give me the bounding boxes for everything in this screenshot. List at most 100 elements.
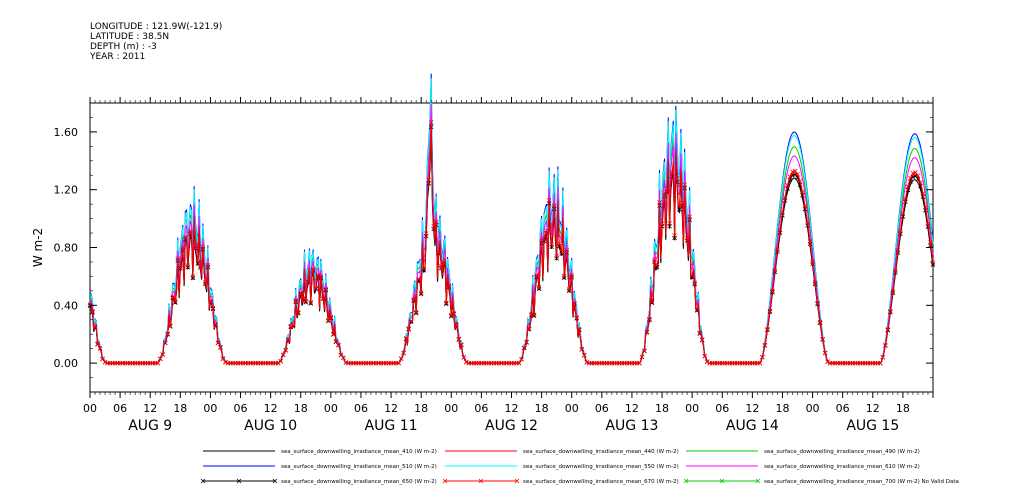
- longitude-line: LONGITUDE : 121.9W(-121.9): [90, 22, 223, 32]
- series-marker: [173, 300, 178, 305]
- series-marker: [341, 355, 346, 361]
- series-marker: [328, 314, 334, 320]
- series-marker: [446, 283, 452, 289]
- series-marker: [890, 289, 896, 294]
- x-tick-label: 12: [384, 402, 398, 415]
- x-tick-label: 00: [83, 402, 97, 415]
- series-marker: [699, 337, 705, 342]
- series-marker: [313, 285, 319, 290]
- series-marker: [915, 173, 921, 178]
- series-marker: [408, 318, 414, 324]
- x-tick-label: 00: [203, 402, 217, 415]
- series-marker: [780, 210, 785, 215]
- series-marker: [308, 301, 314, 306]
- series-marker: [178, 264, 183, 269]
- legend-marker: [200, 478, 206, 484]
- x-tick-label: 06: [113, 402, 127, 415]
- series-marker: [418, 290, 424, 295]
- series-marker: [918, 180, 923, 185]
- series-marker: [443, 300, 449, 306]
- series-marker: [672, 233, 677, 238]
- series-marker: [411, 297, 416, 302]
- series-marker: [175, 256, 181, 261]
- series-marker: [326, 318, 331, 323]
- series-marker: [288, 323, 293, 329]
- series-marker: [687, 214, 692, 220]
- legend-marker: [683, 478, 689, 484]
- series-marker: [677, 204, 682, 209]
- legend-marker: [719, 478, 725, 484]
- series-marker: [336, 342, 341, 348]
- series-marker: [321, 295, 326, 300]
- legend-label: sea_surface_downwelling_irradiance_mean_…: [764, 479, 959, 485]
- x-tick-label: 18: [294, 402, 308, 415]
- series-marker: [311, 266, 316, 271]
- series-marker: [659, 221, 665, 226]
- day-label: AUG 9: [128, 418, 172, 434]
- series-marker: [785, 182, 790, 188]
- series-marker: [190, 275, 196, 281]
- series-marker: [704, 359, 710, 364]
- series-marker: [220, 356, 226, 361]
- x-tick-label: 18: [535, 402, 549, 415]
- series-marker: [566, 287, 572, 292]
- x-tick-label: 18: [414, 402, 428, 415]
- series-marker: [157, 356, 163, 362]
- series-marker: [421, 268, 426, 273]
- series-marker: [100, 356, 105, 362]
- series-marker: [218, 344, 223, 350]
- series-marker: [797, 178, 803, 184]
- series-marker: [757, 360, 763, 366]
- series-marker: [689, 273, 695, 278]
- y-tick-label: 0.80: [54, 242, 79, 255]
- series-marker: [413, 310, 419, 316]
- series-marker: [561, 273, 567, 279]
- series-marker: [210, 305, 216, 311]
- series-marker: [541, 236, 547, 241]
- series-marker: [815, 300, 820, 306]
- series-marker: [581, 352, 587, 358]
- series-marker: [576, 327, 582, 332]
- legend-label: sea_surface_downwelling_irradiance_mean_…: [523, 449, 679, 455]
- series-marker: [416, 276, 421, 282]
- series-marker: [275, 360, 281, 366]
- series-marker: [461, 355, 467, 360]
- x-tick-label: 06: [836, 402, 850, 415]
- series-marker: [162, 340, 168, 346]
- series-marker: [566, 288, 572, 294]
- legend-label: sea_surface_downwelling_irradiance_mean_…: [523, 464, 679, 470]
- series-marker: [639, 354, 645, 360]
- series-marker: [825, 359, 830, 364]
- series-marker: [692, 280, 697, 285]
- series-marker: [102, 359, 108, 365]
- series-marker: [679, 200, 685, 205]
- series-marker: [173, 299, 178, 304]
- series-marker: [195, 259, 201, 264]
- series-marker: [812, 280, 818, 285]
- series-marker: [697, 330, 702, 336]
- series-marker: [298, 290, 304, 296]
- series-marker: [451, 311, 457, 316]
- series-marker: [775, 247, 780, 252]
- series-marker: [669, 170, 675, 175]
- series-marker: [928, 240, 933, 245]
- series-marker: [765, 327, 770, 332]
- series-marker: [767, 308, 773, 314]
- series-marker: [208, 298, 213, 304]
- day-label: AUG 11: [365, 418, 418, 434]
- series-marker: [183, 234, 188, 240]
- series-marker: [810, 259, 815, 265]
- series-marker: [295, 309, 301, 315]
- x-tick-label: 18: [173, 402, 187, 415]
- series-marker: [223, 359, 228, 365]
- series-marker: [516, 360, 522, 366]
- series-marker: [652, 257, 657, 263]
- series-marker: [438, 264, 444, 269]
- series-marker: [674, 176, 680, 181]
- series-marker: [303, 298, 309, 304]
- day-label: AUG 14: [726, 418, 779, 434]
- series-marker: [431, 224, 437, 229]
- series-marker: [702, 353, 707, 359]
- series-marker: [898, 228, 903, 234]
- series-marker: [521, 345, 527, 351]
